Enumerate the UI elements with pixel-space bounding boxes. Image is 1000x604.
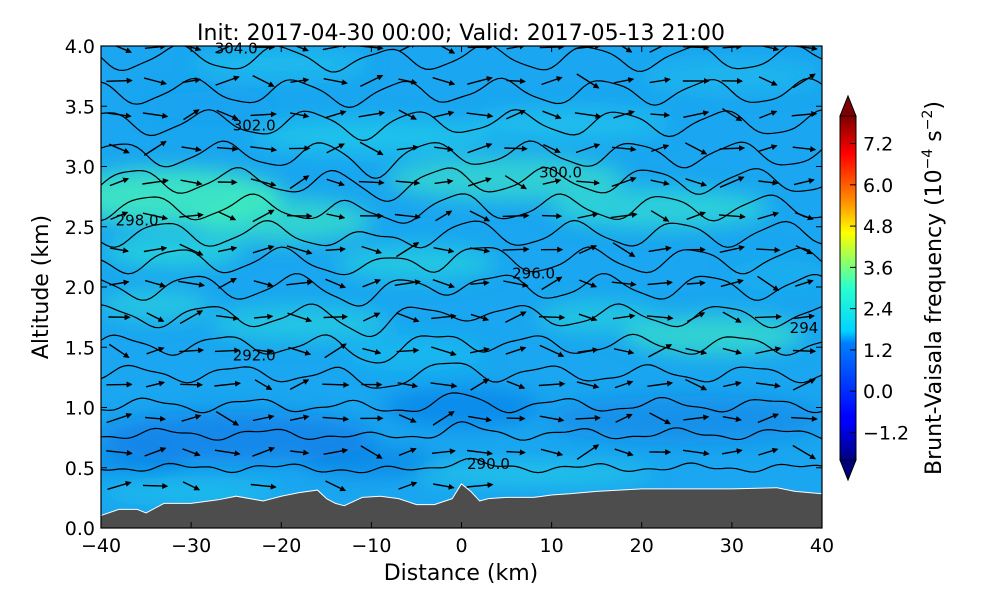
plot-area xyxy=(63,41,827,530)
field-region xyxy=(336,245,496,281)
colorbar-tick-label: 1.2 xyxy=(863,340,893,362)
colorbar-label-exp2: −2 xyxy=(920,110,936,131)
field-region xyxy=(414,464,654,484)
field-region xyxy=(346,335,486,371)
y-tick-label: 0.0 xyxy=(65,518,95,540)
wind-vector xyxy=(793,351,815,352)
x-tick-label: −20 xyxy=(261,535,301,557)
colorbar-label: Brunt-Vaisala frequency (10−4 s−2) xyxy=(920,101,947,475)
field-region xyxy=(191,199,371,243)
field-region xyxy=(470,108,670,140)
colorbar-ticks: −1.2 0.0 1.2 2.4 3.6 4.8 6.0 7.2 xyxy=(850,134,909,445)
x-tick-label: −30 xyxy=(171,535,211,557)
colorbar-tick-label: 3.6 xyxy=(863,257,893,279)
colorbar-tick-label: 0.0 xyxy=(863,381,893,403)
colorbar-tick-label: 6.0 xyxy=(863,175,893,197)
wind-vector xyxy=(180,384,202,385)
colorbar-extend-top xyxy=(840,96,856,116)
chart-title: Init: 2017-04-30 00:00; Valid: 2017-05-1… xyxy=(197,21,725,46)
contour-label: 296.0 xyxy=(512,265,555,283)
x-tick-label: 10 xyxy=(540,535,564,557)
contour-label: 294 xyxy=(790,319,819,337)
y-tick-label: 1.5 xyxy=(65,337,95,359)
colorbar-tick-label: 4.8 xyxy=(863,216,893,238)
y-tick-label: 2.0 xyxy=(65,277,95,299)
y-tick-label: 3.0 xyxy=(65,157,95,179)
wind-vector xyxy=(106,81,131,82)
wind-vector xyxy=(507,418,525,419)
contour-label: 302.0 xyxy=(233,117,276,135)
y-tick-label: 2.5 xyxy=(65,217,95,239)
colorbar: −1.2 0.0 1.2 2.4 3.6 4.8 6.0 7.2 Brunt-Vaisala … xyxy=(840,96,947,480)
y-axis-label: Altitude (km) xyxy=(29,215,54,359)
y-tick-label: 0.5 xyxy=(65,458,95,480)
colorbar-tick-label: 7.2 xyxy=(863,134,893,156)
wind-vector xyxy=(322,384,348,385)
colorbar-label-end: ) xyxy=(922,101,947,110)
colorbar-label-mid: s xyxy=(922,130,947,148)
y-tick-label: 3.5 xyxy=(65,96,95,118)
wind-vector xyxy=(506,452,524,453)
wind-vector xyxy=(720,148,745,149)
y-tick-label: 1.0 xyxy=(65,398,95,420)
x-tick-label: 30 xyxy=(720,535,744,557)
x-tick-label: 40 xyxy=(810,535,834,557)
x-tick-label: 20 xyxy=(630,535,654,557)
wind-vector xyxy=(143,485,167,486)
colorbar-label-main: Brunt-Vaisala frequency (10 xyxy=(922,169,947,475)
colorbar-tick-label: 2.4 xyxy=(863,299,893,321)
colorbar-tick-label: −1.2 xyxy=(863,422,909,444)
contour-label: 304.0 xyxy=(215,39,258,57)
wind-vector xyxy=(683,47,708,48)
x-axis-label: Distance (km) xyxy=(384,561,539,586)
x-tick-label: −10 xyxy=(351,535,391,557)
wind-vector xyxy=(503,249,529,250)
wind-vector xyxy=(542,216,561,217)
contour-label: 292.0 xyxy=(233,347,276,365)
colorbar-body xyxy=(840,116,856,460)
colorbar-extend-bottom xyxy=(840,460,856,480)
wind-vector xyxy=(324,317,347,318)
contour-label: 298.0 xyxy=(116,212,159,230)
y-tick-label: 4.0 xyxy=(65,36,95,58)
field-region xyxy=(209,305,389,341)
field-region xyxy=(87,448,187,476)
contour-label: 300.0 xyxy=(539,164,582,182)
wind-vector xyxy=(539,317,564,318)
x-tick-label: 0 xyxy=(455,535,467,557)
contour-label: 290.0 xyxy=(467,455,510,473)
wind-vector xyxy=(503,216,529,217)
wind-vector xyxy=(504,148,527,149)
wind-vector xyxy=(755,317,781,318)
colorbar-label-exp1: −4 xyxy=(920,149,936,170)
